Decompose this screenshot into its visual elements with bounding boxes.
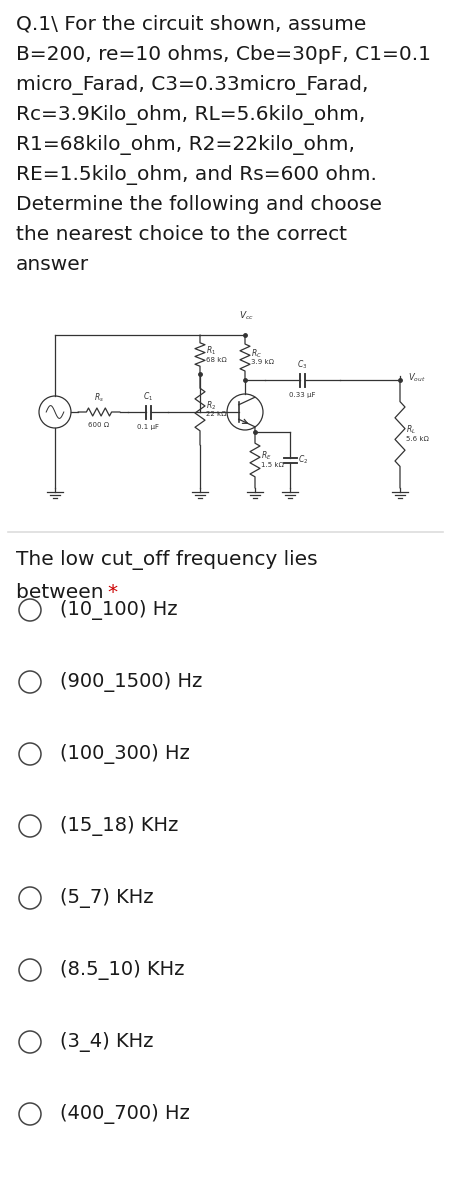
Text: R1=68kilo_ohm, R2=22kilo_ohm,: R1=68kilo_ohm, R2=22kilo_ohm, [16, 134, 355, 155]
Text: 68 kΩ: 68 kΩ [206, 356, 227, 362]
Text: (900_1500) Hz: (900_1500) Hz [60, 672, 202, 692]
Text: *: * [107, 583, 117, 602]
Text: $V_{cc}$: $V_{cc}$ [239, 310, 254, 322]
Text: 600 Ω: 600 Ω [88, 422, 110, 428]
Text: B=200, re=10 ohms, Cbe=30pF, C1=0.1: B=200, re=10 ohms, Cbe=30pF, C1=0.1 [16, 44, 431, 64]
Text: micro_Farad, C3=0.33micro_Farad,: micro_Farad, C3=0.33micro_Farad, [16, 74, 368, 95]
Text: The low cut_off frequency lies: The low cut_off frequency lies [16, 550, 318, 570]
Text: the nearest choice to the correct: the nearest choice to the correct [16, 226, 347, 244]
Text: answer: answer [16, 254, 89, 274]
Text: between: between [16, 583, 110, 602]
Text: (100_300) Hz: (100_300) Hz [60, 744, 190, 764]
Text: 5.6 kΩ: 5.6 kΩ [406, 436, 429, 442]
Text: (3_4) KHz: (3_4) KHz [60, 1032, 153, 1052]
Text: $R_L$: $R_L$ [406, 424, 416, 437]
Text: 22 kΩ: 22 kΩ [206, 412, 226, 418]
Text: $R_1$: $R_1$ [206, 344, 216, 356]
Text: 0.33 μF: 0.33 μF [289, 392, 316, 398]
Text: (5_7) KHz: (5_7) KHz [60, 888, 154, 908]
Text: $R_s$: $R_s$ [94, 391, 104, 404]
Text: $V_{out}$: $V_{out}$ [408, 372, 425, 384]
Text: $R_2$: $R_2$ [206, 400, 216, 412]
Text: 3.9 kΩ: 3.9 kΩ [251, 360, 274, 366]
Text: $C_3$: $C_3$ [297, 359, 308, 371]
Text: $R_E$: $R_E$ [261, 450, 272, 462]
Text: $C_2$: $C_2$ [298, 454, 308, 467]
Text: (15_18) KHz: (15_18) KHz [60, 816, 179, 836]
Text: Q.1\ For the circuit shown, assume: Q.1\ For the circuit shown, assume [16, 14, 366, 34]
Text: (8.5_10) KHz: (8.5_10) KHz [60, 960, 184, 980]
Text: $C_1$: $C_1$ [143, 390, 153, 403]
Text: (400_700) Hz: (400_700) Hz [60, 1104, 190, 1124]
Text: 0.1 μF: 0.1 μF [137, 424, 159, 430]
Text: 1.5 kΩ: 1.5 kΩ [261, 462, 284, 468]
Text: Rc=3.9Kilo_ohm, RL=5.6kilo_ohm,: Rc=3.9Kilo_ohm, RL=5.6kilo_ohm, [16, 104, 365, 125]
Text: $R_C$: $R_C$ [251, 347, 262, 360]
Text: (10_100) Hz: (10_100) Hz [60, 600, 178, 620]
Text: Determine the following and choose: Determine the following and choose [16, 194, 382, 214]
Text: RE=1.5kilo_ohm, and Rs=600 ohm.: RE=1.5kilo_ohm, and Rs=600 ohm. [16, 164, 377, 185]
